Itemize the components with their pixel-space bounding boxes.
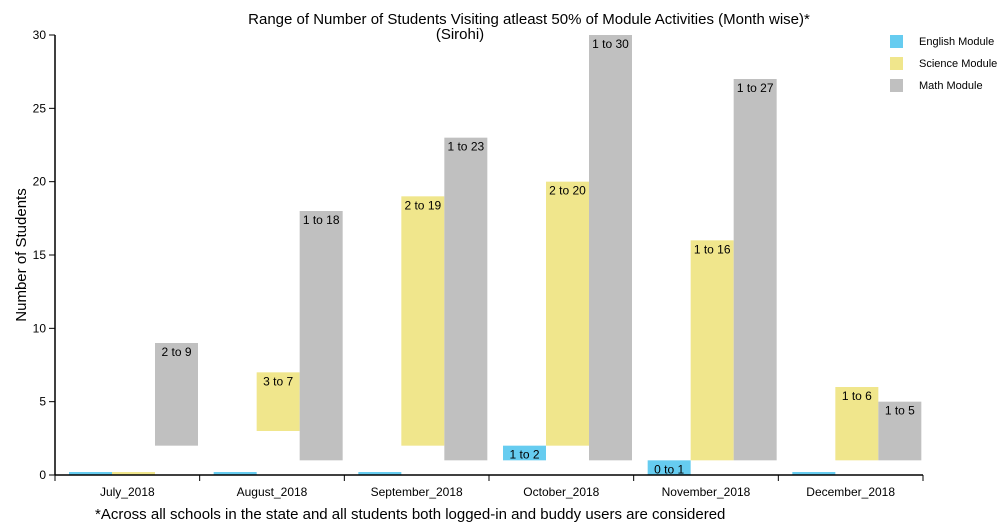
y-tick-label: 25	[33, 101, 47, 115]
chart-title: Range of Number of Students Visiting atl…	[248, 11, 810, 28]
bar	[589, 35, 632, 461]
legend-label: Math Module	[919, 80, 983, 92]
data-label: 1 to 23	[447, 140, 484, 154]
x-tick-label: July_2018	[100, 485, 155, 499]
data-label: 2 to 20	[549, 184, 586, 198]
y-tick-label: 15	[33, 248, 47, 262]
bar	[835, 387, 879, 461]
x-tick-label: November_2018	[662, 485, 751, 499]
bar	[546, 181, 589, 446]
data-label: 3 to 7	[263, 374, 293, 388]
bar	[112, 472, 155, 475]
y-axis-label: Number of Students	[13, 188, 30, 321]
data-label: 1 to 5	[885, 404, 915, 418]
bar	[299, 211, 343, 461]
y-tick-label: 20	[33, 175, 47, 189]
bar	[358, 472, 402, 475]
data-label: 1 to 30	[592, 37, 629, 51]
legend: English Module Science Module Math Module	[890, 35, 997, 92]
bar	[401, 196, 445, 446]
legend-label: English Module	[919, 36, 994, 48]
footnote: *Across all schools in the state and all…	[95, 506, 725, 523]
bar	[155, 343, 198, 446]
bar	[213, 472, 257, 475]
plot-area: 1 to 2 0 to 1 3 to 7 2 to 19 2 to 20 1 to 16 1…	[33, 28, 924, 499]
data-label: 1 to 6	[842, 389, 872, 403]
legend-swatch	[890, 57, 903, 70]
y-tick-label: 30	[33, 28, 47, 42]
data-label: 2 to 9	[161, 345, 191, 359]
bar	[444, 137, 488, 461]
legend-label: Science Module	[919, 58, 997, 70]
x-tick-label: September_2018	[371, 485, 463, 499]
bar	[647, 460, 691, 475]
bar	[878, 401, 922, 461]
data-label: 1 to 2	[509, 448, 539, 462]
data-label: 2 to 19	[404, 198, 441, 212]
y-tick-label: 0	[39, 468, 46, 482]
legend-swatch	[890, 79, 903, 92]
bar	[69, 472, 112, 475]
data-label: 1 to 16	[694, 242, 731, 256]
data-label: 0 to 1	[654, 462, 684, 476]
legend-swatch	[890, 35, 903, 48]
x-tick-label: October_2018	[523, 485, 599, 499]
data-label: 1 to 18	[303, 213, 340, 227]
data-label: 1 to 27	[737, 81, 774, 95]
y-tick-label: 10	[33, 321, 47, 335]
x-tick-label: August_2018	[237, 485, 308, 499]
chart-subtitle: (Sirohi)	[436, 26, 484, 43]
bar	[690, 240, 734, 461]
bar	[256, 372, 300, 431]
x-tick-label: December_2018	[806, 485, 895, 499]
bar	[792, 472, 836, 475]
bar	[503, 445, 546, 461]
bar	[733, 79, 777, 461]
y-tick-label: 5	[39, 395, 46, 409]
